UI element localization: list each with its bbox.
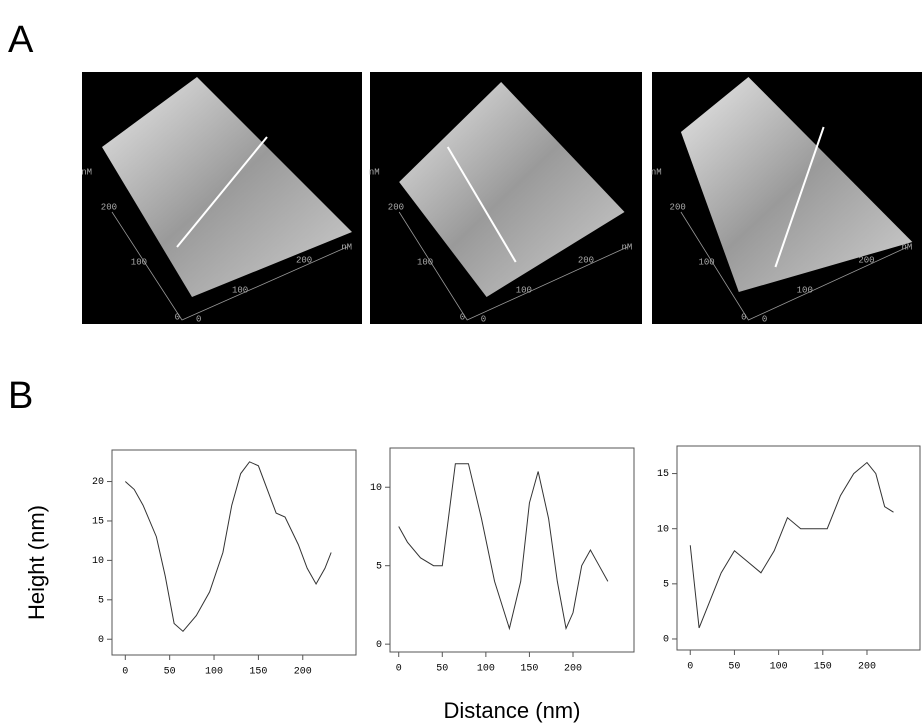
profile-line xyxy=(774,126,825,268)
y-tick-label: 5 xyxy=(98,595,104,606)
axis-label: 0 xyxy=(196,314,201,324)
profile-line xyxy=(176,136,268,248)
axis-label: 100 xyxy=(417,257,433,267)
y-tick-label: 15 xyxy=(92,517,104,528)
y-axis-label: Height (nm) xyxy=(24,505,49,620)
x-tick-label: 0 xyxy=(687,662,693,673)
y-tick-label: 10 xyxy=(92,556,104,567)
x-tick-label: 50 xyxy=(436,664,448,675)
axis-label: nM xyxy=(902,242,913,252)
data-line xyxy=(398,463,609,631)
x-tick-label: 200 xyxy=(564,664,582,675)
y-tick-label: 0 xyxy=(376,640,382,651)
axis-label: nM xyxy=(621,242,632,252)
x-tick-label: 200 xyxy=(858,662,876,673)
axis-label: 200 xyxy=(578,255,594,265)
axis-label: nM xyxy=(341,242,352,252)
x-tick-label: 150 xyxy=(520,664,538,675)
axis-label: 0 xyxy=(175,312,180,322)
y-tick-label: 10 xyxy=(370,483,382,494)
panel-label: B xyxy=(8,375,33,417)
x-tick-label: 50 xyxy=(728,662,740,673)
plot-frame xyxy=(389,447,635,653)
axis-label: 200 xyxy=(101,202,117,212)
plot-frame xyxy=(111,449,357,656)
x-tick-label: 100 xyxy=(205,667,223,678)
x-tick-label: 150 xyxy=(249,667,267,678)
y-tick-label: 0 xyxy=(98,635,104,646)
y-tick-label: 15 xyxy=(657,469,669,480)
axis-label: 200 xyxy=(388,202,404,212)
y-tick-label: 20 xyxy=(92,477,104,488)
axis-label: nM xyxy=(81,167,92,177)
axis-label: nM xyxy=(369,167,380,177)
axis-label: 200 xyxy=(858,255,874,265)
y-tick-label: 10 xyxy=(657,524,669,535)
afm-image: nM 200 100 0 0 100 200 nM xyxy=(369,72,642,324)
x-tick-label: 0 xyxy=(396,664,402,675)
plot-frame xyxy=(676,445,921,651)
axis-label: 100 xyxy=(131,257,147,267)
axis-label: 200 xyxy=(296,255,312,265)
axis-label: nM xyxy=(651,167,662,177)
panel-label: A xyxy=(8,19,34,61)
x-tick-label: 0 xyxy=(122,667,128,678)
x-tick-label: 200 xyxy=(294,667,312,678)
afm-image: nM 200 100 0 0 100 200 nM xyxy=(81,72,362,324)
data-line xyxy=(124,461,332,633)
surface xyxy=(399,82,625,297)
axis-label: 0 xyxy=(741,312,746,322)
axis-label: 200 xyxy=(670,202,686,212)
y-tick-label: 0 xyxy=(663,635,669,646)
axis-label: 0 xyxy=(762,314,767,324)
axis-frame xyxy=(398,211,628,321)
axis-label: 0 xyxy=(481,314,486,324)
axis-frame xyxy=(680,211,908,321)
x-tick-label: 100 xyxy=(477,664,495,675)
x-tick-label: 100 xyxy=(770,662,788,673)
axis-label: 100 xyxy=(232,285,248,295)
afm-image: nM 200 100 0 0 100 200 nM xyxy=(651,72,922,324)
axis-label: 100 xyxy=(516,285,532,295)
x-tick-label: 50 xyxy=(164,667,176,678)
y-tick-label: 5 xyxy=(663,579,669,590)
axis-label: 0 xyxy=(460,312,465,322)
y-tick-label: 5 xyxy=(376,561,382,572)
axis-label: 100 xyxy=(698,257,714,267)
x-tick-label: 150 xyxy=(814,662,832,673)
profile-line xyxy=(446,146,517,263)
axis-frame xyxy=(111,211,348,321)
data-line xyxy=(689,461,894,629)
surface xyxy=(680,77,913,292)
axis-label: 100 xyxy=(797,285,813,295)
x-axis-label: Distance (nm) xyxy=(444,698,581,723)
